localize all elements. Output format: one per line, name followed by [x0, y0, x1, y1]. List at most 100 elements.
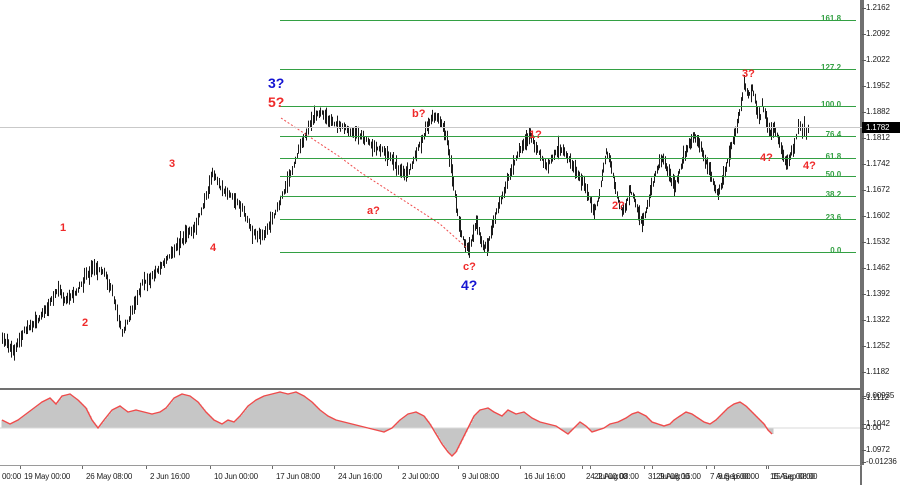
wave-label-4: 4 [210, 242, 217, 254]
time-axis-tick [210, 466, 211, 469]
time-axis-tick [520, 466, 521, 469]
time-axis-tick [334, 466, 335, 469]
time-axis-tick [146, 466, 147, 469]
price-tick-mark [862, 372, 866, 373]
time-axis-tick [644, 466, 645, 469]
time-axis-label: 29 Aug 16:00 [656, 472, 701, 481]
time-axis-label: 2 Jul 00:00 [402, 472, 439, 481]
time-axis-label: 15 Sep 08:00 [772, 472, 818, 481]
time-axis-tick [768, 466, 769, 469]
wave-label-3q: 3? [742, 68, 755, 80]
price-tick-mark [862, 398, 866, 399]
fibonacci-label-0-0: 0.0 [830, 246, 842, 255]
time-axis-tick [272, 466, 273, 469]
price-tick-label: 1.1252 [866, 341, 890, 350]
price-tick-mark [862, 164, 866, 165]
price-tick-mark [862, 138, 866, 139]
time-axis-label: 9 Jul 08:00 [462, 472, 499, 481]
price-tick-mark [862, 86, 866, 87]
fibonacci-label-50-0: 50.0 [825, 170, 842, 179]
fibonacci-line-50-0 [280, 176, 856, 177]
price-tick-mark [862, 242, 866, 243]
oscillator-tick-label: 0.00935 [866, 391, 895, 400]
oscillator-panel[interactable] [0, 388, 862, 465]
time-axis-label: 19 May 00:00 [24, 472, 71, 481]
time-axis-label: 8 Sep 00:00 [718, 472, 759, 481]
price-tick-label: 1.2162 [866, 3, 890, 12]
wave-label-5q: 5? [268, 94, 285, 110]
price-tick-label: 1.1742 [866, 159, 890, 168]
price-bars [2, 75, 809, 361]
price-tick-mark [862, 190, 866, 191]
time-axis[interactable]: 00:00 19 May 00:00 26 May 08:00 2 Jun 16:00… [0, 465, 862, 485]
fibonacci-line-127-2 [280, 69, 856, 70]
time-axis-tick [766, 466, 767, 469]
price-tick-label: 1.1952 [866, 81, 890, 90]
time-axis-label: 10 Jun 00:00 [214, 472, 258, 481]
time-axis-tick [652, 466, 653, 469]
price-chart-panel[interactable] [0, 0, 862, 388]
time-axis-label: 24 Jul 00:00 [586, 472, 628, 481]
price-tick-label: 1.1042 [866, 419, 890, 428]
fibonacci-line-61-8 [280, 158, 856, 159]
time-axis-tick [706, 466, 707, 469]
price-tick-label: 1.1112 [866, 393, 889, 402]
time-axis-label: 17 Jun 08:00 [276, 472, 320, 481]
price-tick-mark [862, 320, 866, 321]
oscillator-tick-label: 0.00 [866, 423, 882, 432]
wave-label-4q: 4? [760, 152, 773, 164]
price-scale-divider [862, 0, 864, 465]
wave-label-4q: 4? [461, 277, 478, 293]
time-axis-tick [20, 466, 21, 469]
price-tick-mark [862, 8, 866, 9]
price-chart-canvas [2, 75, 809, 361]
fibonacci-label-100-0: 100.0 [821, 100, 842, 109]
price-tick-mark [862, 450, 866, 451]
oscillator-tick-label: -0.01236 [866, 457, 897, 466]
price-tick-mark [862, 216, 866, 217]
oscillator-tick-mark [862, 396, 866, 397]
wave-label-2q: 2? [612, 200, 625, 212]
wave-label-bq: b? [412, 108, 426, 120]
time-axis-label: 24 Jun 16:00 [338, 472, 382, 481]
time-axis-label: 00:00 [2, 472, 22, 481]
fibonacci-label-23-6: 23.6 [825, 213, 842, 222]
time-axis-label: 16 Jul 16:00 [524, 472, 566, 481]
price-tick-mark [862, 268, 866, 269]
price-scale-axis[interactable]: 1.2162 1.2092 1.2022 1.1952 1.1882 1.1812 1.17… [862, 0, 900, 466]
current-price-line [0, 127, 862, 128]
price-tick-label: 1.1882 [866, 107, 890, 116]
time-axis-label: 15 Aug 00:00 [770, 472, 815, 481]
fibonacci-line-0-0 [280, 252, 856, 253]
time-axis-label: 2 Jun 16:00 [150, 472, 190, 481]
wave-label-aq: a? [367, 205, 380, 217]
price-tick-label: 1.1672 [866, 185, 890, 194]
fibonacci-label-61-8: 61.8 [825, 152, 842, 161]
time-axis-tick [458, 466, 459, 469]
oscillator-tick-mark [862, 428, 866, 429]
time-axis-label: 7 Aug 16:00 [710, 472, 751, 481]
fibonacci-line-161-8 [280, 20, 856, 21]
price-tick-mark [862, 112, 866, 113]
time-axis-tick [590, 466, 591, 469]
wave-label-2: 2 [82, 317, 89, 329]
price-tick-mark [862, 34, 866, 35]
trend-line[interactable] [280, 117, 468, 249]
fibonacci-label-127-2: 127.2 [821, 63, 842, 72]
fibonacci-label-38-2: 38.2 [825, 190, 842, 199]
price-tick-label: 1.1392 [866, 289, 890, 298]
time-axis-tick [714, 466, 715, 469]
wave-label-3: 3 [169, 158, 176, 170]
time-axis-tick [582, 466, 583, 469]
time-axis-tick [82, 466, 83, 469]
price-tick-mark [862, 60, 866, 61]
wave-label-cq: c? [463, 261, 476, 273]
fibonacci-label-161-8: 161.8 [821, 14, 842, 23]
price-tick-label: 1.1812 [866, 133, 890, 142]
price-tick-label: 1.0972 [866, 445, 890, 454]
price-tick-label: 1.1462 [866, 263, 890, 272]
time-axis-label: 26 May 08:00 [86, 472, 133, 481]
price-tick-label: 1.1602 [866, 211, 890, 220]
wave-label-1: 1 [60, 222, 67, 234]
